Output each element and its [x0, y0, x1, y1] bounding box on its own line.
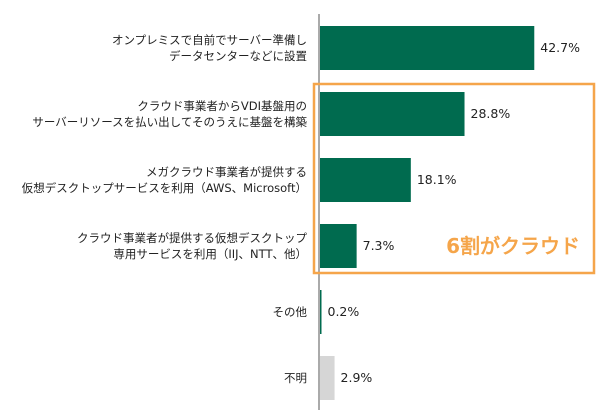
category-label: サーバーリソースを払い出してそのうえに基盤を構築 — [32, 115, 307, 129]
bar — [320, 290, 322, 334]
value-label: 28.8% — [471, 106, 511, 121]
value-label: 2.9% — [341, 370, 373, 385]
value-label: 18.1% — [417, 172, 457, 187]
category-label: オンプレミスで自前でサーバー準備し — [112, 33, 307, 47]
bar — [320, 92, 465, 136]
category-label: 不明 — [284, 371, 307, 385]
highlight-callout: 6割がクラウド — [446, 234, 580, 258]
category-label: 仮想デスクトップサービスを利用（AWS、Microsoft） — [22, 181, 307, 195]
category-label: クラウド事業者からVDI基盤用の — [137, 99, 307, 113]
category-label: 専用サービスを利用（IIJ、NTT、他） — [113, 247, 307, 261]
bar — [320, 158, 411, 202]
value-label: 7.3% — [363, 238, 395, 253]
bar — [320, 224, 357, 268]
highlight-box — [312, 82, 596, 275]
category-label: その他 — [273, 305, 308, 319]
value-label: 42.7% — [540, 40, 580, 55]
category-label: メガクラウド事業者が提供する — [146, 165, 307, 179]
category-label: データセンターなどに設置 — [169, 49, 307, 63]
bar — [320, 26, 535, 70]
bar — [320, 356, 335, 400]
category-label: クラウド事業者が提供する仮想デスクトップ — [77, 231, 307, 245]
value-label: 0.2% — [328, 304, 360, 319]
